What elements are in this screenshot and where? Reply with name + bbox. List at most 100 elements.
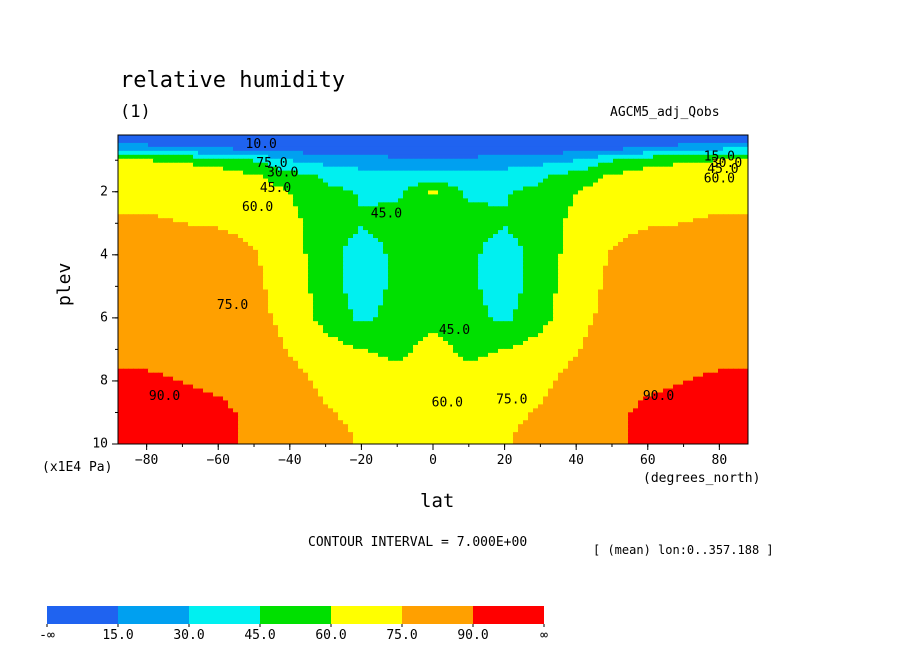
contour-cell <box>353 178 359 184</box>
contour-cell <box>613 166 619 172</box>
contour-cell <box>448 257 454 263</box>
contour-cell <box>448 186 454 192</box>
contour-cell <box>378 210 384 215</box>
contour-cell <box>683 222 689 227</box>
contour-cell <box>278 154 284 160</box>
contour-cell <box>618 162 624 168</box>
contour-cell <box>588 253 594 259</box>
contour-cell <box>618 166 624 172</box>
contour-cell <box>203 135 209 140</box>
contour-cell <box>128 285 134 291</box>
contour-cell <box>618 241 624 247</box>
contour-cell <box>298 218 304 223</box>
contour-cell <box>703 206 709 211</box>
contour-cell <box>278 261 284 267</box>
contour-cell <box>578 142 584 148</box>
contour-cell <box>123 226 129 231</box>
contour-cell <box>163 202 169 207</box>
contour-cell <box>343 166 349 172</box>
contour-cell <box>618 178 624 184</box>
contour-cell <box>233 214 239 219</box>
contour-cell <box>383 285 389 291</box>
contour-cell <box>718 269 724 275</box>
contour-cell <box>483 230 489 235</box>
contour-cell <box>463 238 469 243</box>
contour-cell <box>448 178 454 184</box>
contour-cell <box>128 186 134 192</box>
contour-cell <box>228 202 234 207</box>
contour-cell <box>253 218 259 223</box>
contour-cell <box>653 214 659 219</box>
contour-cell <box>128 170 134 176</box>
contour-cell <box>313 158 319 164</box>
contour-cell <box>663 234 669 239</box>
contour-cell <box>643 174 649 180</box>
contour-cell <box>188 257 194 263</box>
contour-cell <box>453 186 459 192</box>
contour-cell <box>308 257 314 263</box>
contour-cell <box>288 265 294 271</box>
contour-cell <box>648 162 654 168</box>
contour-cell <box>313 281 319 287</box>
contour-cell <box>168 135 174 140</box>
contour-cell <box>213 138 219 144</box>
contour-cell <box>488 230 494 235</box>
contour-cell <box>648 245 654 251</box>
contour-cell <box>478 230 484 235</box>
contour-cell <box>138 241 144 247</box>
contour-cell <box>743 198 748 203</box>
contour-cell <box>693 154 699 160</box>
contour-cell <box>173 214 179 219</box>
contour-cell <box>133 142 139 148</box>
contour-cell <box>713 154 719 160</box>
contour-cell <box>578 269 584 275</box>
contour-cell <box>148 238 154 243</box>
contour-cell <box>673 249 679 255</box>
contour-cell <box>293 166 299 172</box>
contour-cell <box>458 158 464 164</box>
contour-cell <box>463 269 469 275</box>
contour-cell <box>428 182 434 188</box>
contour-cell <box>513 190 519 196</box>
contour-cell <box>143 249 149 255</box>
contour-cell <box>603 218 609 223</box>
contour-cell <box>738 261 744 267</box>
contour-cell <box>148 245 154 251</box>
contour-cell <box>273 186 279 192</box>
contour-cell <box>193 138 199 144</box>
contour-cell <box>683 154 689 160</box>
contour-cell <box>238 253 244 259</box>
contour-cell <box>158 238 164 243</box>
contour-cell <box>293 154 299 160</box>
contour-cell <box>603 265 609 271</box>
contour-cell <box>393 178 399 184</box>
contour-cell <box>543 222 549 227</box>
contour-cell <box>258 174 264 180</box>
contour-cell <box>448 253 454 259</box>
contour-cell <box>173 154 179 160</box>
contour-cell <box>243 230 249 235</box>
contour-cell <box>493 166 499 172</box>
contour-cell <box>308 269 314 275</box>
contour-cell <box>453 253 459 259</box>
contour-cell <box>218 261 224 267</box>
contour-cell <box>223 162 229 168</box>
contour-cell <box>693 257 699 263</box>
contour-cell <box>398 194 404 199</box>
contour-cell <box>653 186 659 192</box>
contour-cell <box>268 162 274 168</box>
contour-cell <box>408 218 414 223</box>
contour-cell <box>523 174 529 180</box>
contour-cell <box>188 230 194 235</box>
contour-cell <box>573 222 579 227</box>
contour-cell <box>223 194 229 199</box>
contour-cell <box>718 146 724 152</box>
contour-cell <box>403 194 409 199</box>
contour-cell <box>693 206 699 211</box>
contour-cell <box>728 285 734 291</box>
contour-cell <box>388 174 394 180</box>
contour-cell <box>213 273 219 279</box>
contour-cell <box>543 265 549 271</box>
contour-cell <box>393 226 399 231</box>
contour-cell <box>723 182 729 188</box>
